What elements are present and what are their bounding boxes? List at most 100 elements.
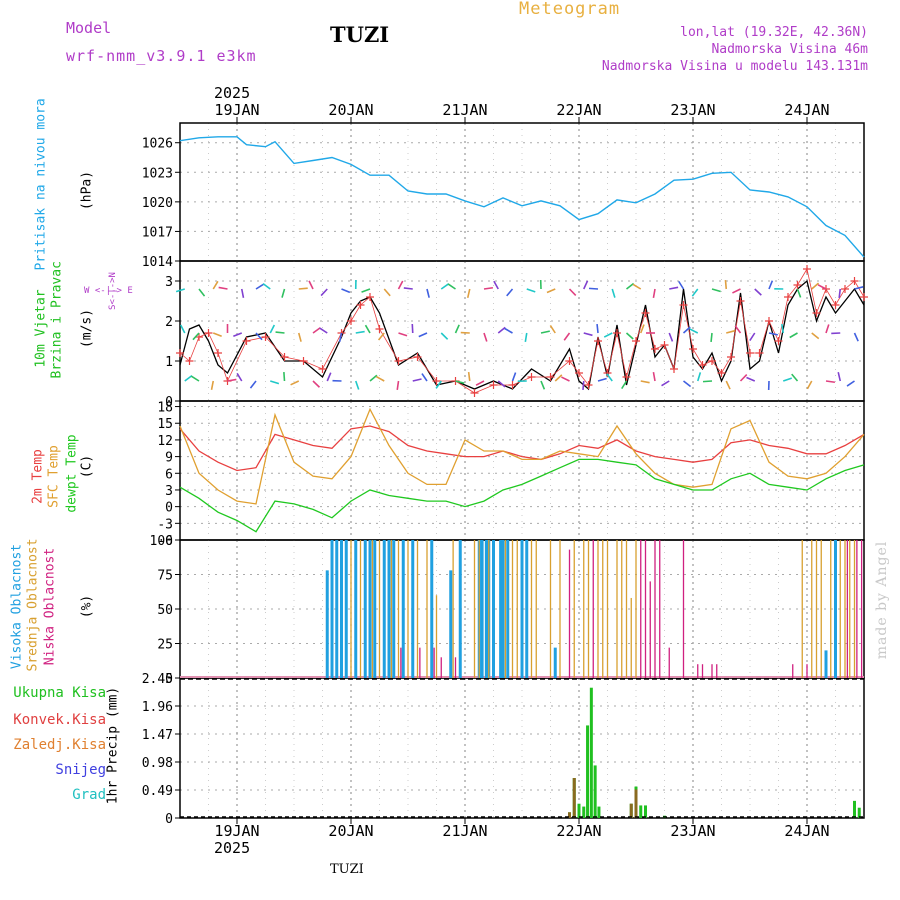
pressure-line — [179, 136, 865, 258]
cloud-high-bar — [501, 540, 505, 678]
wind-gust-marker — [176, 349, 184, 357]
wind-direction-arrow — [483, 286, 494, 290]
wind-direction-arrow — [588, 287, 599, 290]
wind-direction-arrow — [640, 324, 645, 334]
precip-bar — [593, 765, 597, 818]
bottom-day-label: 19JAN — [214, 822, 260, 840]
panel-frame — [179, 122, 865, 262]
y-tick-label: 0 — [165, 501, 173, 516]
wind-direction-arrow — [255, 332, 263, 341]
legend-freezing-rain: Zaledj.Kisa — [13, 737, 106, 753]
wind-gust-marker — [679, 301, 688, 309]
wind-direction-arrow — [682, 326, 691, 334]
wind-direction-arrow — [483, 332, 488, 342]
precip-bar — [853, 800, 856, 818]
cloud-high-bar — [499, 540, 503, 678]
cloud-high-bar — [387, 540, 391, 678]
wind-direction-arrow — [227, 378, 237, 382]
wind-gust-marker — [413, 353, 422, 361]
wind-direction-arrow — [255, 283, 265, 290]
wind-direction-arrow — [811, 332, 820, 340]
top-day-label: 20JAN — [328, 101, 374, 119]
footer-station: TUZI — [330, 862, 364, 877]
wind-direction-arrow — [768, 332, 778, 336]
wind-direction-arrow — [297, 332, 302, 342]
precip-bar — [857, 807, 861, 818]
wind-direction-arrow — [375, 375, 385, 382]
wind-direction-arrow — [212, 332, 222, 337]
wind-direction-arrow — [754, 288, 762, 296]
wind-direction-arrow — [506, 288, 514, 297]
panel-frame — [179, 400, 865, 541]
wind-gust-marker — [651, 345, 659, 353]
y-tick-label: 0.49 — [142, 784, 173, 799]
wind-direction-arrow — [796, 288, 802, 298]
wind-gust-marker — [708, 357, 716, 365]
wind-direction-arrow — [626, 282, 635, 290]
wind-direction-arrow — [596, 323, 599, 334]
wind-direction-arrow — [825, 380, 836, 384]
top-day-label: 23JAN — [670, 101, 716, 119]
wind-direction-arrow — [364, 324, 371, 334]
temperature-line — [179, 407, 865, 505]
wind-direction-arrow — [561, 376, 570, 382]
wind-gust-marker — [803, 265, 811, 273]
wind-direction-arrow — [702, 380, 713, 383]
cloud-high-bar — [382, 540, 386, 678]
model-version: wrf-nmm_v3.9.1 e3km — [66, 47, 257, 65]
cloud-high-bar — [340, 540, 343, 678]
wind-direction-arrow — [597, 377, 607, 382]
precip-bar — [582, 806, 586, 818]
wind-direction-arrow — [791, 373, 799, 382]
wind-direction-arrow — [739, 373, 748, 382]
bottom-day-label: 24JAN — [784, 822, 830, 840]
wind-direction-arrow — [454, 324, 460, 334]
wind-direction-arrow — [817, 284, 827, 290]
wind-direction-arrow — [540, 380, 546, 390]
cloud-high-bar — [449, 570, 453, 678]
wind-direction-arrow — [440, 332, 449, 340]
wind-direction-arrow — [262, 282, 271, 290]
wind-direction-arrow — [838, 288, 842, 299]
y-tick-label: 1026 — [142, 137, 173, 152]
coordinates: lon,lat (19.32E, 42.36N) — [680, 25, 868, 40]
wind-direction-arrow — [691, 288, 699, 297]
wind-direction-arrow — [426, 288, 430, 298]
y-tick-label: 15 — [157, 417, 173, 432]
wind-direction-arrow — [397, 280, 404, 290]
wind-direction-arrow — [338, 332, 343, 342]
wind-direction-arrow — [283, 371, 286, 382]
wind-gust-line — [179, 267, 865, 394]
wind-gust-marker — [565, 357, 574, 365]
bottom-day-label: 20JAN — [328, 822, 374, 840]
y-tick-label: 18 — [157, 401, 173, 416]
wind-gust-marker — [394, 357, 403, 365]
wind-direction-arrow — [725, 380, 731, 390]
wind-gust-marker — [318, 365, 327, 373]
wind-gust-marker — [356, 301, 365, 309]
wind-direction-arrow — [678, 280, 685, 290]
wind-gust-marker — [575, 369, 583, 377]
wind-gust-marker — [622, 373, 631, 381]
y-tick-label: 1.96 — [142, 700, 173, 715]
wind-compass: W <-|-> E — [84, 286, 133, 296]
cloud-high-bar — [506, 540, 510, 678]
wind-direction-arrow — [421, 373, 428, 382]
cloud-high-bar — [368, 540, 372, 678]
bottom-day-label: 23JAN — [670, 822, 716, 840]
wind-direction-arrow — [312, 327, 321, 334]
wind-direction-arrow — [668, 332, 674, 342]
cloud-high-bar — [520, 540, 524, 678]
temperature-line — [179, 425, 865, 472]
wind-gust-marker — [214, 349, 222, 357]
wind-direction-arrow — [611, 288, 616, 298]
y-tick-label: -3 — [157, 517, 173, 532]
wind-gust-marker — [784, 293, 792, 301]
y-tick-label: 6 — [165, 467, 173, 482]
y-tick-label: 0 — [165, 812, 173, 827]
cloud-high-bar — [458, 540, 462, 678]
wind-gust-marker — [670, 365, 678, 373]
wind-direction-arrow — [689, 328, 699, 334]
wind-direction-arrow — [621, 380, 628, 390]
wind-direction-arrow — [732, 288, 741, 294]
